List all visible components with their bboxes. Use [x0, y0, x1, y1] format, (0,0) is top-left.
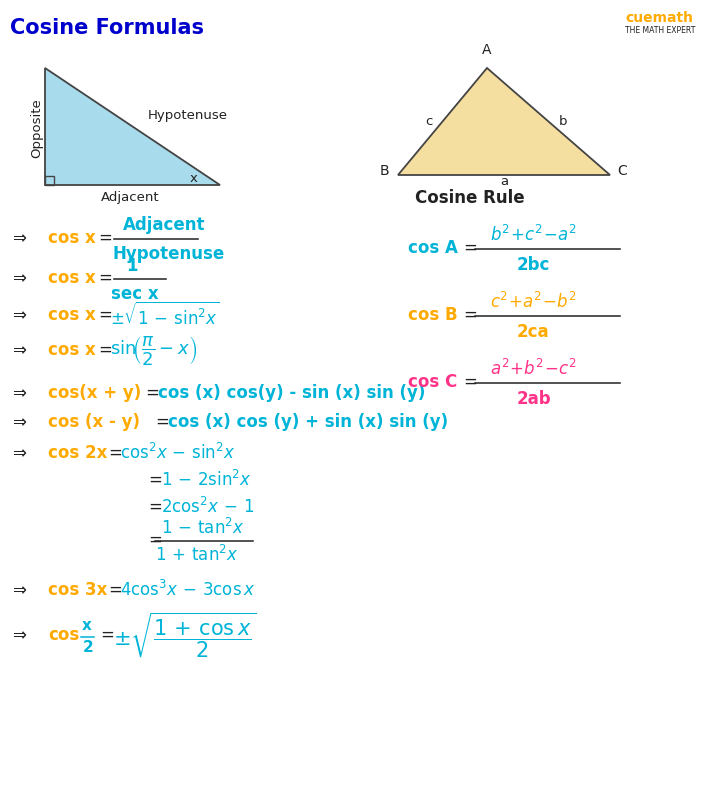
Text: ⇒: ⇒	[12, 306, 26, 324]
Text: $a^2\!+\!b^2\!-\!c^2$: $a^2\!+\!b^2\!-\!c^2$	[490, 359, 577, 379]
Text: ⇒: ⇒	[12, 626, 26, 644]
Text: 2ca: 2ca	[517, 323, 550, 341]
Text: =: =	[108, 444, 122, 462]
Text: $1\,+\,\mathrm{tan}^2x$: $1\,+\,\mathrm{tan}^2x$	[155, 545, 238, 565]
Text: cos x: cos x	[48, 306, 96, 324]
Text: $4\mathrm{cos}^3x\,-\,3\mathrm{cos}\,x$: $4\mathrm{cos}^3x\,-\,3\mathrm{cos}\,x$	[120, 580, 256, 600]
Text: cos x: cos x	[48, 229, 96, 247]
Text: Cosine Formulas: Cosine Formulas	[10, 18, 204, 38]
Text: c: c	[425, 115, 432, 128]
Text: Adjacent: Adjacent	[101, 190, 159, 203]
Text: $\mathrm{cos}^2x\,-\,\mathrm{sin}^2x$: $\mathrm{cos}^2x\,-\,\mathrm{sin}^2x$	[120, 443, 236, 463]
Text: a: a	[500, 175, 508, 188]
Text: x: x	[190, 171, 198, 184]
Text: ⇒: ⇒	[12, 269, 26, 287]
Text: 2: 2	[83, 641, 94, 655]
Text: cuemath: cuemath	[625, 11, 693, 25]
Text: =: =	[98, 269, 112, 287]
Text: ⇒: ⇒	[12, 229, 26, 247]
Text: A: A	[482, 43, 492, 57]
Text: ⇒: ⇒	[12, 341, 26, 359]
Text: cos x: cos x	[48, 341, 96, 359]
Bar	[45, 176, 54, 185]
Polygon shape	[45, 68, 220, 185]
Text: =: =	[463, 306, 477, 324]
Text: $\pm\sqrt{1\,-\,\mathrm{sin}^2x}$: $\pm\sqrt{1\,-\,\mathrm{sin}^2x}$	[110, 301, 220, 328]
Text: 2bc: 2bc	[517, 256, 550, 274]
Text: Hypotenuse: Hypotenuse	[148, 108, 228, 121]
Text: Hypotenuse: Hypotenuse	[113, 245, 225, 263]
Text: $\mathrm{sin}\!\left(\dfrac{\pi}{2} - x\right)$: $\mathrm{sin}\!\left(\dfrac{\pi}{2} - x\…	[110, 333, 197, 367]
Text: $\pm\sqrt{\dfrac{1\,+\,\mathrm{cos}\,x}{2}}$: $\pm\sqrt{\dfrac{1\,+\,\mathrm{cos}\,x}{…	[113, 611, 257, 660]
Text: ⇒: ⇒	[12, 384, 26, 402]
Text: ⇒: ⇒	[12, 581, 26, 599]
Text: =: =	[145, 384, 159, 402]
Text: =: =	[148, 531, 162, 549]
Text: =: =	[98, 306, 112, 324]
Text: =: =	[155, 413, 169, 431]
Text: sec x: sec x	[111, 285, 159, 303]
Text: =: =	[98, 341, 112, 359]
Text: =: =	[148, 471, 162, 489]
Text: cos A: cos A	[408, 239, 458, 257]
Text: cos (x - y): cos (x - y)	[48, 413, 140, 431]
Text: cos (x) cos (y) + sin (x) sin (y): cos (x) cos (y) + sin (x) sin (y)	[168, 413, 448, 431]
Text: $2\mathrm{cos}^2x\,-\,1$: $2\mathrm{cos}^2x\,-\,1$	[161, 497, 254, 517]
Text: THE MATH EXPERT: THE MATH EXPERT	[625, 26, 695, 34]
Text: x: x	[82, 618, 92, 633]
Text: $1\,-\,\mathrm{tan}^2x$: $1\,-\,\mathrm{tan}^2x$	[161, 518, 245, 538]
Text: 1: 1	[126, 257, 138, 275]
Text: cos (x) cos(y) - sin (x) sin (y): cos (x) cos(y) - sin (x) sin (y)	[158, 384, 426, 402]
Text: =: =	[463, 239, 477, 257]
Text: cos 2x: cos 2x	[48, 444, 107, 462]
Text: =: =	[98, 229, 112, 247]
Text: Opposite: Opposite	[30, 98, 43, 158]
Text: Adjacent: Adjacent	[123, 216, 206, 234]
Text: C: C	[617, 164, 627, 178]
Text: $c^2\!+\!a^2\!-\!b^2$: $c^2\!+\!a^2\!-\!b^2$	[490, 292, 577, 312]
Text: b: b	[558, 115, 567, 128]
Text: cos(x + y): cos(x + y)	[48, 384, 141, 402]
Text: Cosine Rule: Cosine Rule	[415, 189, 525, 207]
Text: ⇒: ⇒	[12, 444, 26, 462]
Text: =: =	[148, 498, 162, 516]
Text: cos 3x: cos 3x	[48, 581, 107, 599]
Polygon shape	[398, 68, 610, 175]
Text: cos B: cos B	[408, 306, 458, 324]
Text: ⇒: ⇒	[12, 413, 26, 431]
Text: B: B	[379, 164, 389, 178]
Text: cos C: cos C	[408, 373, 457, 391]
Text: cos: cos	[48, 626, 79, 644]
Text: =: =	[100, 626, 114, 644]
Text: $1\,-\,2\mathrm{sin}^2x$: $1\,-\,2\mathrm{sin}^2x$	[161, 470, 252, 490]
Text: 2ab: 2ab	[517, 390, 552, 408]
Text: $b^2\!+\!c^2\!-\!a^2$: $b^2\!+\!c^2\!-\!a^2$	[490, 225, 577, 245]
Text: =: =	[463, 373, 477, 391]
Text: =: =	[108, 581, 122, 599]
Text: cos x: cos x	[48, 269, 96, 287]
